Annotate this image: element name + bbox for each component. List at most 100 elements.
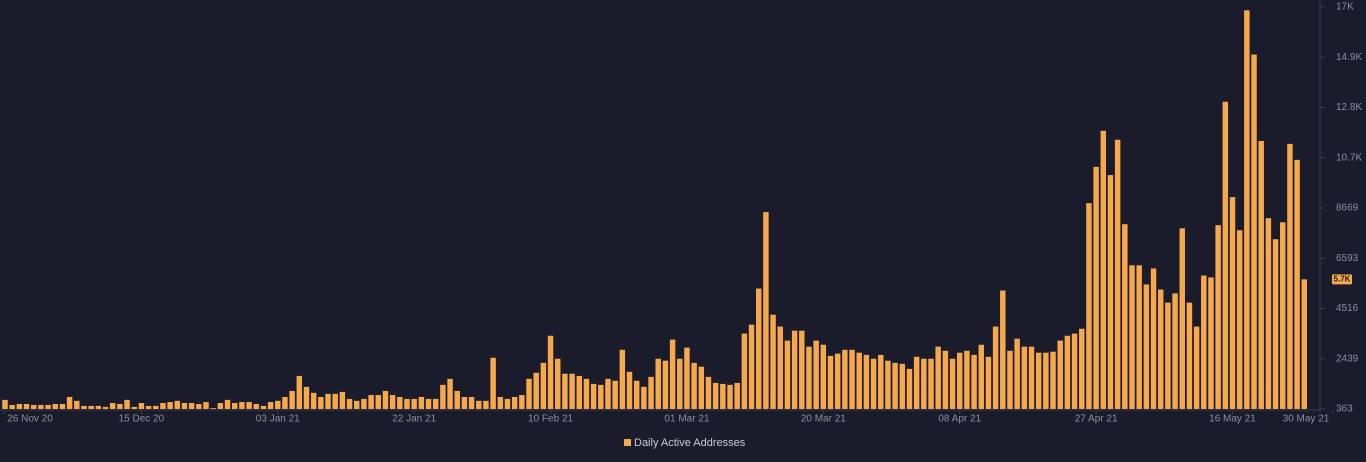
bar: [275, 400, 281, 409]
bar: [641, 386, 647, 409]
bar: [1021, 346, 1028, 409]
bar: [913, 356, 920, 409]
bar: [1208, 277, 1214, 409]
bar: [734, 382, 740, 409]
bar: [878, 354, 884, 409]
bar: [1086, 203, 1092, 409]
bar: [1035, 352, 1042, 409]
x-tick-label: 22 Jan 21: [392, 414, 436, 425]
bar: [885, 360, 891, 409]
x-tick-label: 08 Apr 21: [938, 414, 981, 425]
bar: [425, 398, 432, 409]
bar: [806, 346, 812, 409]
bar: [145, 405, 152, 409]
bar: [992, 326, 999, 409]
bar: [956, 352, 963, 409]
bar: [820, 344, 827, 409]
bar: [1222, 101, 1229, 410]
bar: [1193, 326, 1200, 409]
bar: [124, 399, 130, 409]
bar: [1265, 218, 1272, 409]
bar: [1150, 268, 1157, 409]
bar: [1201, 275, 1207, 409]
bar: [1179, 228, 1185, 409]
bar: [239, 402, 245, 409]
x-tick-label: 10 Feb 21: [528, 414, 573, 425]
bar: [1236, 230, 1243, 409]
y-tick-label: 2439: [1336, 353, 1359, 364]
bar: [677, 358, 683, 409]
bar: [440, 384, 446, 409]
bar: [310, 392, 317, 409]
y-tick-label: 8669: [1336, 203, 1359, 214]
bar: [777, 326, 783, 409]
bar: [117, 403, 123, 409]
bar: [59, 403, 66, 409]
bar: [160, 403, 166, 409]
y-tick-label: 12.8K: [1336, 102, 1362, 113]
bar: [476, 400, 482, 409]
bar: [705, 376, 712, 409]
bar: [921, 358, 927, 409]
bar: [289, 390, 295, 409]
x-tick-label: 01 Mar 21: [664, 414, 709, 425]
bar: [756, 288, 762, 409]
bar: [547, 335, 554, 409]
bar: [1272, 239, 1279, 409]
bar: [1280, 222, 1286, 409]
bar: [748, 324, 755, 409]
bar: [389, 395, 396, 409]
bar: [605, 378, 611, 409]
bar: [662, 360, 669, 409]
bar: [562, 373, 568, 409]
bar: [246, 402, 252, 409]
bar: [224, 399, 231, 409]
bar: [260, 405, 267, 409]
bar: [1136, 265, 1142, 409]
bar: [827, 355, 834, 409]
bar: [196, 403, 202, 409]
x-tick-label: 30 May 21: [1283, 414, 1330, 425]
bar: [583, 378, 590, 409]
bar: [964, 350, 970, 409]
bar: [1079, 328, 1085, 409]
bar: [849, 349, 855, 409]
y-tick-label: 4516: [1336, 303, 1359, 314]
legend-swatch: [624, 439, 631, 446]
bar: [45, 404, 51, 409]
bar: [483, 400, 489, 409]
bar: [490, 357, 496, 409]
bar: [497, 396, 504, 409]
bar: [52, 403, 58, 409]
bar: [712, 382, 719, 409]
bar: [468, 396, 475, 409]
bar: [267, 402, 274, 409]
bar: [1050, 351, 1056, 409]
bar: [1007, 350, 1013, 409]
value-label: 5.7K: [1334, 274, 1351, 283]
bar: [1057, 340, 1063, 409]
bar: [109, 403, 116, 409]
bar: [88, 405, 94, 409]
bar: [633, 380, 640, 409]
bar: [576, 375, 582, 409]
bar: [791, 330, 798, 409]
bar: [74, 400, 80, 409]
bar: [906, 368, 913, 409]
bar: [626, 371, 633, 409]
bar: [375, 395, 382, 409]
bar: [16, 403, 23, 409]
bar: [167, 402, 173, 409]
bar: [332, 393, 338, 409]
bar: [504, 398, 511, 409]
bar: [188, 403, 195, 409]
bar: [1165, 302, 1171, 409]
bar: [1157, 289, 1164, 409]
bar: [1000, 290, 1006, 409]
bar: [23, 403, 30, 409]
bar: [870, 358, 877, 409]
bar: [1301, 279, 1308, 409]
bar: [461, 396, 468, 409]
bar: [1107, 175, 1114, 409]
